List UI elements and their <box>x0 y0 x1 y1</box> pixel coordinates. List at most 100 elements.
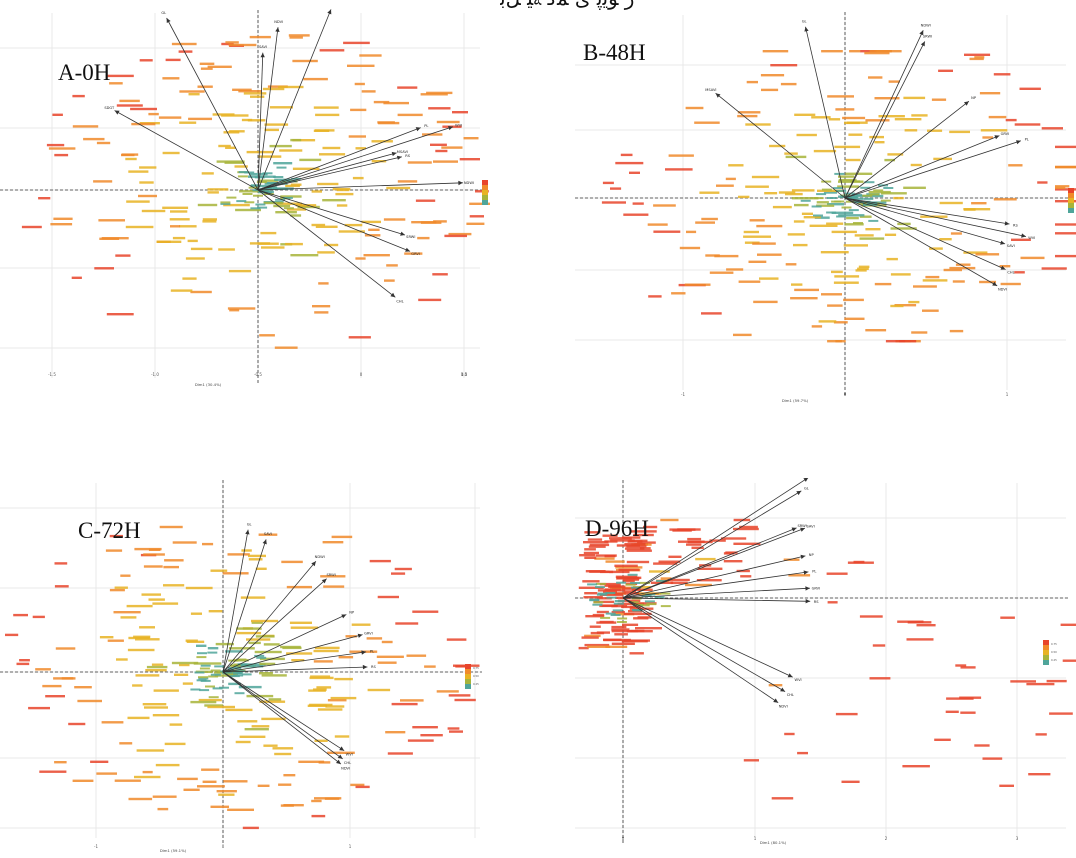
observation-point <box>338 656 354 659</box>
observation-point <box>447 727 460 730</box>
observation-point <box>788 574 811 577</box>
observation-point <box>322 541 344 544</box>
observation-point <box>611 625 627 629</box>
observation-point <box>613 602 624 605</box>
observation-point <box>653 562 678 565</box>
observation-point <box>54 562 68 565</box>
observation-point <box>199 62 215 65</box>
vector-label: SRWI <box>923 35 932 39</box>
observation-point <box>656 580 667 582</box>
observation-point <box>279 149 303 152</box>
x-tick-label: 1 <box>1006 392 1009 397</box>
observation-point <box>394 567 412 571</box>
vector-arrowhead <box>327 9 332 15</box>
observation-point <box>298 760 325 763</box>
observation-point <box>911 331 928 334</box>
observation-point <box>397 113 423 117</box>
variable-vector <box>166 17 259 191</box>
observation-point <box>630 605 641 609</box>
observation-point <box>274 752 292 756</box>
observation-point <box>292 139 316 142</box>
observation-point <box>204 704 223 707</box>
observation-point <box>1055 188 1076 191</box>
observation-point <box>623 612 652 616</box>
variable-vector <box>844 197 1010 225</box>
observation-point <box>820 251 849 254</box>
observation-point <box>135 674 160 677</box>
observation-point <box>361 90 376 93</box>
observation-point <box>351 623 371 626</box>
observation-point <box>814 216 830 219</box>
observation-point <box>227 667 242 670</box>
observation-point <box>162 151 180 155</box>
observation-point <box>817 189 843 192</box>
observation-point <box>705 254 720 257</box>
vector-arrowhead <box>805 599 811 604</box>
observation-point <box>94 267 114 270</box>
observation-point <box>272 747 294 750</box>
observation-point <box>853 197 864 200</box>
vector-label: PL <box>424 124 428 128</box>
observation-point <box>331 535 353 539</box>
observation-point <box>949 130 970 134</box>
observation-point <box>632 609 643 612</box>
observation-point <box>214 665 225 668</box>
vector-label: SDGT <box>104 106 115 110</box>
observation-point <box>910 163 922 167</box>
observation-point <box>422 133 443 136</box>
x-tick-label: -1 <box>94 844 98 849</box>
observation-point <box>171 42 197 46</box>
variable-vector <box>622 527 797 599</box>
observation-point <box>292 167 320 170</box>
observation-point <box>790 297 818 300</box>
observation-point <box>785 155 807 159</box>
observation-point <box>904 129 918 132</box>
vector-label: SRWI <box>406 235 415 239</box>
observation-point <box>397 86 418 89</box>
observation-point <box>415 199 436 202</box>
observation-point <box>383 101 409 105</box>
observation-point <box>190 247 213 251</box>
vector-arrowhead <box>114 110 120 115</box>
variable-vector <box>622 527 806 599</box>
observation-point <box>611 642 635 645</box>
observation-point <box>630 582 641 584</box>
observation-point <box>252 189 263 192</box>
observation-point <box>317 251 335 254</box>
legend-label: 0.25 <box>473 682 479 686</box>
observation-point <box>244 201 255 204</box>
observation-point <box>865 228 881 231</box>
observation-point <box>720 537 747 540</box>
observation-point <box>834 145 861 149</box>
observation-point <box>466 222 485 225</box>
observation-point <box>248 641 261 645</box>
observation-point <box>239 735 266 738</box>
observation-point <box>668 154 694 157</box>
observation-point <box>699 191 720 194</box>
observation-point <box>228 269 252 273</box>
vector-arrowhead <box>396 155 402 160</box>
variable-vector <box>805 26 846 199</box>
observation-point <box>282 196 293 199</box>
vector-arrowhead <box>336 759 341 765</box>
observation-point <box>857 267 869 270</box>
variable-vector <box>222 561 317 673</box>
observation-point <box>344 223 363 227</box>
observation-point <box>863 197 874 200</box>
observation-point <box>1062 659 1076 662</box>
observation-point <box>600 570 614 574</box>
variable-vector <box>114 110 259 191</box>
plot-group: NDWIGLSRWISAVINPPLGRVIRSWVICHLNDVI0123Di… <box>575 473 1076 845</box>
observation-point <box>1005 118 1017 122</box>
vector-arrowhead <box>405 247 411 252</box>
observation-point <box>873 189 884 192</box>
observation-point <box>106 313 134 316</box>
observation-point <box>179 225 197 228</box>
observation-point <box>752 242 776 245</box>
observation-point <box>107 639 124 642</box>
observation-point <box>859 215 872 218</box>
observation-point <box>227 307 256 310</box>
observation-point <box>859 615 883 618</box>
observation-point <box>158 116 182 119</box>
observation-point <box>604 588 621 591</box>
